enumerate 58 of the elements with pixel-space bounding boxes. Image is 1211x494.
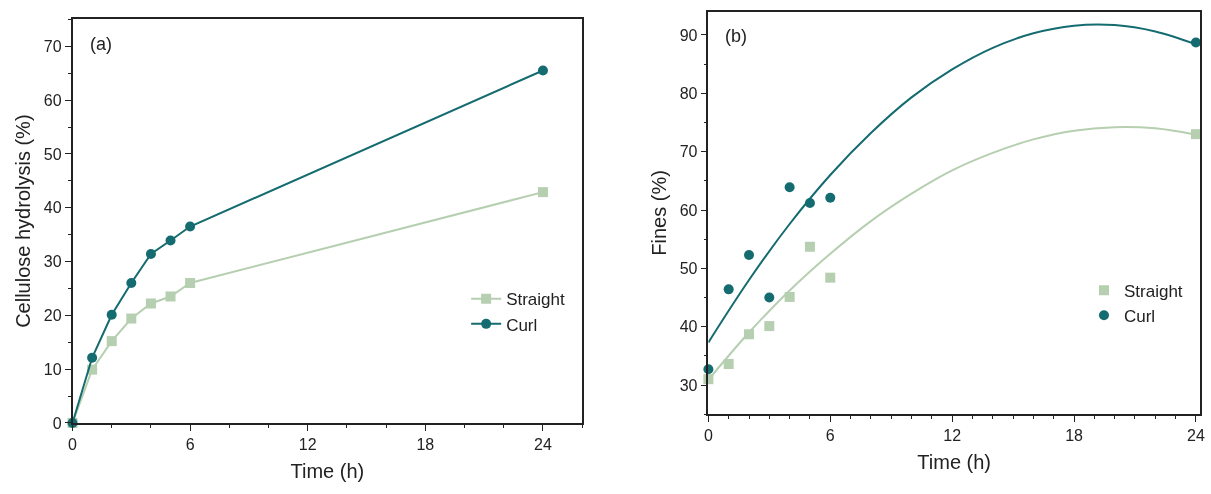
legend-label: Curl <box>506 315 538 335</box>
text: (a) <box>90 34 112 54</box>
y-tick-label: 10 <box>43 360 62 378</box>
y-tick-label: 80 <box>679 84 698 102</box>
point <box>784 182 795 193</box>
text: (b) <box>725 26 747 46</box>
point <box>764 292 775 303</box>
point <box>165 291 176 302</box>
y-axis-title: Cellulose hydrolysis (%) <box>11 114 34 328</box>
x-tick-label: 6 <box>185 435 195 453</box>
point <box>185 278 196 289</box>
x-axis-title: Time (h) <box>290 459 365 482</box>
x-tick-label: 0 <box>703 427 713 445</box>
point <box>165 235 176 246</box>
point <box>723 359 734 370</box>
point <box>744 249 754 260</box>
point <box>87 352 98 363</box>
x-tick-label: 18 <box>416 435 435 453</box>
point <box>126 278 137 289</box>
x-tick-label: 6 <box>825 427 835 445</box>
legend-label: Curl <box>1123 306 1156 326</box>
y-tick-label: 20 <box>43 306 62 324</box>
point <box>145 248 156 259</box>
point <box>723 284 734 295</box>
point <box>126 313 137 324</box>
point <box>106 309 117 320</box>
point <box>537 187 548 198</box>
point <box>825 192 836 203</box>
point <box>784 291 795 302</box>
point <box>185 221 196 232</box>
x-tick-label: 18 <box>1065 427 1084 445</box>
x-tick-label: 12 <box>943 427 962 445</box>
x-tick-label: 24 <box>534 435 552 453</box>
point <box>825 272 836 283</box>
x-tick-label: 0 <box>68 435 78 453</box>
point <box>764 321 775 332</box>
y-tick-label: 40 <box>679 318 698 336</box>
legend-label: Straight <box>1123 281 1183 301</box>
y-tick-label: 70 <box>43 37 62 55</box>
point <box>106 336 117 347</box>
legend-label: Straight <box>506 290 566 310</box>
y-tick-label: 40 <box>43 199 62 217</box>
x-tick-label: 24 <box>1187 427 1205 445</box>
y-tick-label: 60 <box>679 201 698 219</box>
x-axis-title: Time (h) <box>917 451 992 474</box>
y-tick-label: 50 <box>43 145 62 163</box>
y-tick-label: 60 <box>43 91 62 109</box>
y-tick-label: 50 <box>679 259 698 277</box>
y-tick-label: 0 <box>52 414 62 432</box>
y-tick-label: 30 <box>43 253 62 271</box>
point <box>537 65 548 76</box>
y-tick-label: 30 <box>679 376 698 394</box>
y-axis-title: Fines (%) <box>647 170 670 256</box>
point <box>804 241 815 252</box>
point <box>145 298 156 309</box>
x-tick-label: 12 <box>298 435 317 453</box>
y-tick-label: 90 <box>679 26 698 44</box>
y-tick-label: 70 <box>679 143 698 161</box>
